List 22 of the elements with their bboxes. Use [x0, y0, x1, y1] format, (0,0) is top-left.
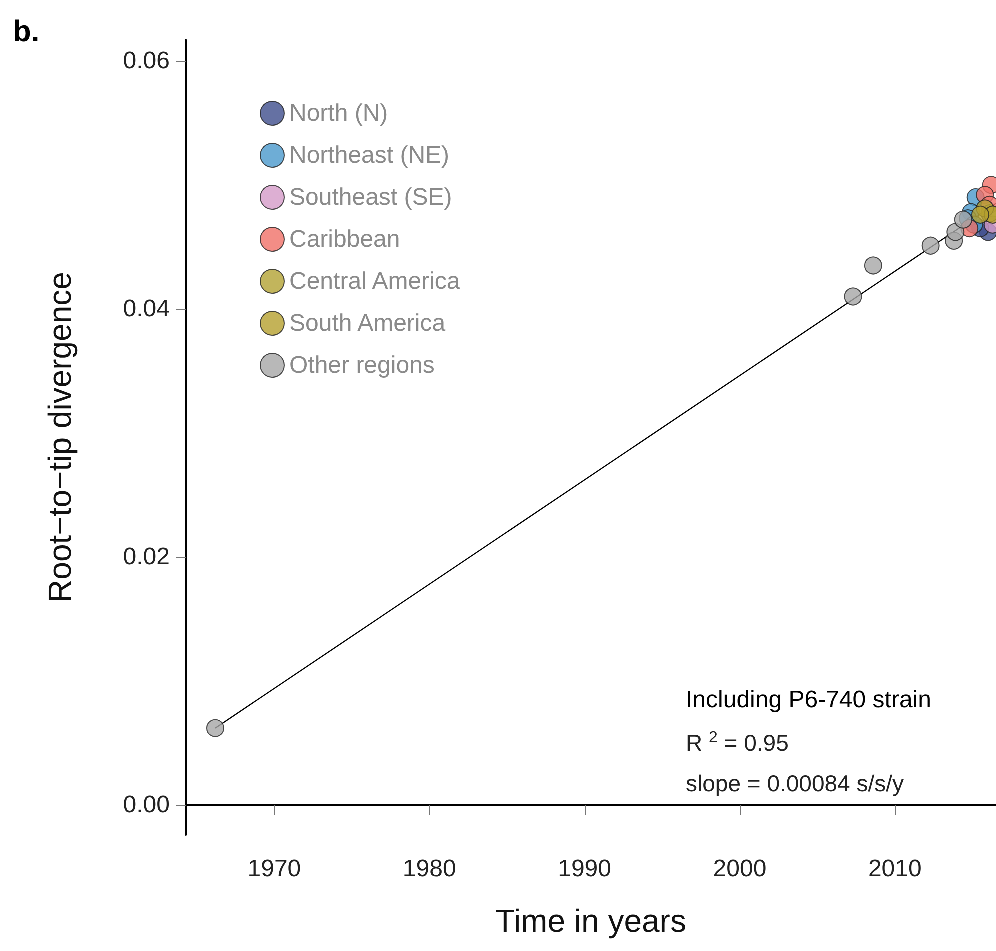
x-tick-label: 2010: [868, 856, 922, 882]
legend-label: South America: [290, 310, 446, 337]
legend-label: North (N): [290, 100, 388, 127]
legend-label: Other regions: [290, 352, 435, 379]
y-tick-label: 0.00: [123, 792, 170, 819]
legend-label: Northeast (NE): [290, 142, 450, 169]
annotation: Including P6-740 strain: [686, 686, 932, 714]
x-tick-label: 1980: [402, 856, 456, 882]
x-tick-label: 1990: [558, 856, 612, 882]
x-axis-title: Time in years: [496, 903, 686, 939]
y-axis-title: Root−to−tip divergence: [42, 272, 78, 603]
legend-label: Central America: [290, 268, 461, 295]
chart-title: b.: [13, 16, 40, 48]
legend-label: Caribbean: [290, 226, 400, 253]
x-tick-label: 1970: [248, 856, 302, 882]
annotation: R 2 = 0.95: [686, 730, 789, 756]
y-tick-label: 0.02: [123, 544, 170, 571]
legend-label: Southeast (SE): [290, 184, 452, 211]
y-tick-label: 0.06: [123, 48, 170, 75]
y-tick-label: 0.04: [123, 296, 170, 323]
annotation: slope = 0.00084 s/s/y: [686, 770, 905, 796]
x-tick-label: 2000: [713, 856, 767, 882]
